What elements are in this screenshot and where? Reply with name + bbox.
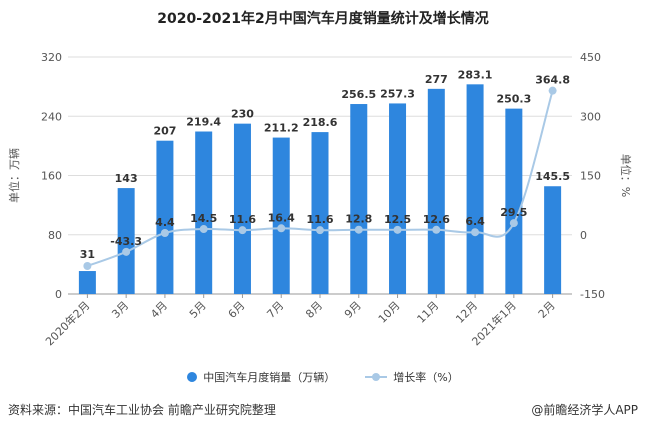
x-tick-label: 5月 [187, 299, 209, 321]
bar-data-label: 143 [115, 172, 138, 185]
bar-data-label: 256.5 [341, 88, 376, 101]
y-right-axis-label: 单位：% [619, 154, 633, 197]
growth-point [160, 229, 169, 238]
growth-data-label: 16.4 [268, 211, 295, 224]
growth-data-label: 364.8 [535, 74, 570, 87]
y-left-axis-label: 单位：万辆 [7, 148, 21, 203]
chart-svg: 0 80 160 240 320 -150 0 150 300 450 单位：万辆 单位：% 2020年… [7, 51, 633, 348]
growth-point [509, 219, 518, 228]
y-left-tick-label: 80 [48, 229, 62, 242]
legend-label-sales: 中国汽车月度销量（万辆） [203, 371, 336, 384]
bar-data-label: 283.1 [458, 68, 493, 81]
bar-data-label: 207 [153, 125, 176, 138]
growth-data-label: 4.4 [155, 216, 175, 229]
growth-data-label: -43.3 [110, 235, 142, 248]
bar-data-label: 211.2 [264, 122, 299, 135]
growth-data-label: 11.6 [229, 213, 256, 226]
bar-data-label: 218.6 [303, 116, 338, 129]
bar [544, 186, 562, 294]
bar [389, 103, 407, 294]
y-right-tick-label: 300 [580, 110, 601, 123]
y-left-tick-label: 240 [41, 110, 62, 123]
bar [156, 140, 174, 294]
x-tick-label: 4月 [148, 299, 170, 321]
x-tick-label: 2月 [536, 299, 558, 321]
growth-point [83, 261, 92, 270]
growth-point [354, 225, 363, 234]
x-tick-label: 6月 [226, 299, 248, 321]
growth-data-label: 12.6 [423, 213, 450, 226]
legend-item-sales[interactable]: 中国汽车月度销量（万辆） [187, 369, 335, 385]
x-tick-label: 3月 [109, 299, 131, 321]
bar [505, 108, 523, 295]
y-left-tick-label: 0 [55, 288, 62, 301]
bar [272, 137, 290, 294]
bar-data-label: 257.3 [380, 87, 415, 100]
bar-data-label: 145.5 [535, 170, 570, 183]
bar [311, 132, 329, 294]
bar [78, 271, 96, 294]
growth-point [316, 226, 324, 235]
x-tick-label: 8月 [303, 299, 325, 321]
legend-bar-marker [187, 372, 198, 382]
growth-point [548, 86, 557, 95]
growth-data-label: 29.5 [500, 206, 527, 219]
legend: 中国汽车月度销量（万辆） 增长率（%） [0, 369, 646, 385]
bar-data-label: 219.4 [186, 116, 221, 129]
legend-item-growth[interactable]: 增长率（%） [365, 369, 459, 385]
x-tick-label: 7月 [264, 299, 286, 321]
y-right-tick-label: 450 [580, 51, 601, 64]
growth-point [277, 224, 286, 233]
growth-data-label: 14.5 [190, 212, 217, 225]
growth-data-label: 12.5 [384, 213, 411, 226]
bar [233, 123, 251, 294]
growth-data-label: 12.8 [345, 213, 372, 226]
x-tick-label: 12月 [453, 299, 480, 326]
bar [427, 88, 445, 294]
growth-point [122, 247, 131, 256]
bar [195, 131, 213, 294]
bar [350, 104, 368, 294]
bar [466, 84, 484, 294]
x-tick-label: 9月 [342, 299, 364, 321]
y-left-tick-label: 320 [41, 51, 62, 64]
growth-point [199, 225, 208, 234]
x-tick-label: 2020年2月 [42, 298, 92, 348]
growth-point [471, 228, 480, 237]
bar-data-label: 230 [231, 108, 254, 121]
growth-point [393, 225, 402, 234]
growth-point [432, 225, 441, 234]
source-note: 资料来源：中国汽车工业协会 前瞻产业研究院整理 [8, 403, 276, 417]
y-right-tick-label: 150 [580, 170, 601, 183]
chart-title: 2020-2021年2月中国汽车月度销量统计及增长情况 [157, 11, 489, 27]
y-right-tick-label: 0 [580, 229, 587, 242]
growth-data-label: 6.4 [465, 215, 485, 228]
y-right-tick-label: -150 [580, 288, 605, 301]
footer: 资料来源：中国汽车工业协会 前瞻产业研究院整理 @前瞻经济学人APP [8, 401, 638, 418]
growth-point [238, 226, 247, 235]
growth-data-label: 11.6 [306, 213, 333, 226]
x-tick-label: 10月 [376, 299, 403, 326]
y-left-tick-label: 160 [41, 170, 62, 183]
legend-line-marker [365, 372, 388, 382]
legend-label-growth: 增长率（%） [393, 371, 459, 384]
brand-note: @前瞻经济学人APP [531, 403, 638, 417]
bar-data-label: 250.3 [496, 93, 531, 106]
bar-data-label: 31 [80, 248, 95, 261]
bar [117, 188, 135, 294]
bar-data-label: 277 [425, 73, 448, 86]
x-tick-label: 11月 [415, 299, 442, 326]
